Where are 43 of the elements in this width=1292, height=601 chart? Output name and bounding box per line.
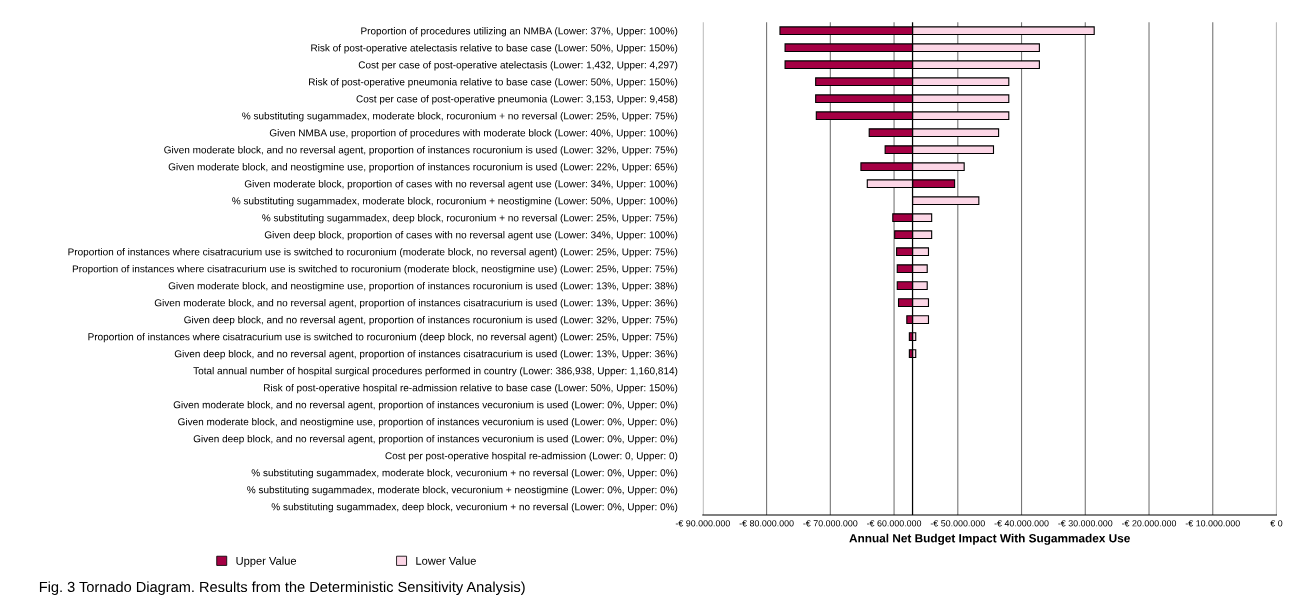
x-tick-label: -€ 90.000.000 bbox=[675, 520, 730, 527]
y-tick-label: Risk of post-operative hospital re-admission relative to base case (Lower: 50%, Upper: 150%) bbox=[264, 383, 678, 394]
y-tick-label: Given moderate block, and no reversal agent, proportion of instances rocuronium is used (Lower: 32%, Upper: 75%) bbox=[164, 146, 678, 156]
x-axis-title: Annual Net Budget Impact With Sugammadex Use bbox=[849, 533, 1130, 545]
y-tick-label: Cost per post-operative hospital re-admission (Lower: 0, Upper: 0) bbox=[385, 451, 678, 462]
y-tick-label: Cost per case of post-operative pneumonia (Lower: 3,153, Upper: 9,458) bbox=[356, 95, 678, 105]
y-tick-label: Given moderate block, and neostigmine use, proportion of instances rocuronium is used (Lower: 22%, Upper: 65%) bbox=[168, 163, 678, 173]
y-tick-label: Given deep block, and no reversal agent, proportion of instances vecuronium is used (Lower: 0%, Upper: 0%) bbox=[193, 434, 678, 445]
y-tick-label: Proportion of procedures utilizing an NMBA (Lower: 37%, Upper: 100%) bbox=[361, 27, 678, 37]
y-tick-label: Proportion of instances where cisatracurium use is switched to rocuronium (moderate block, no reversal agent) (Lower: 25%, Upper: 75%) bbox=[68, 248, 678, 258]
x-tick-label: -€ 70.000.000 bbox=[803, 520, 858, 527]
text: Fig. 3 Tornado Diagram. Results from the Deterministic Sensitivity Analysis) bbox=[39, 581, 525, 595]
y-tick-label: Given moderate block, proportion of cases with no reversal agent use (Lower: 34%, Upper: 100%) bbox=[244, 180, 678, 190]
y-tick-label: % substituting sugammadex, moderate block, vecuronium + no reversal (Lower: 0%, Upper: 0%) bbox=[251, 468, 678, 479]
y-tick-label: % substituting sugammadex, moderate block, rocuronium + neostigmine (Lower: 50%, Upper: 100%) bbox=[232, 197, 678, 207]
y-tick-label: Given deep block, proportion of cases with no reversal agent use (Lower: 34%, Upper: 100%) bbox=[264, 231, 678, 241]
x-tick-label: -€ 20.000.000 bbox=[1121, 520, 1177, 527]
y-tick-label: Given moderate block, and no reversal agent, proportion of instances cisatracurium is used (Lower: 13%, Upper: 36%) bbox=[154, 299, 678, 309]
legend-label: Lower Value bbox=[416, 556, 476, 565]
y-tick-label: Given moderate block, and no reversal agent, proportion of instances vecuronium is used (Lower: 0%, Upper: 0%) bbox=[173, 400, 678, 411]
y-tick-label: Cost per case of post-operative atelectasis (Lower: 1,432, Upper: 4,297) bbox=[358, 61, 678, 71]
x-tick-label: -€ 80.000.000 bbox=[739, 520, 794, 527]
y-tick-label: % substituting sugammadex, deep block, rocuronium + no reversal (Lower: 25%, Upper: 75%) bbox=[262, 214, 678, 224]
y-tick-label: Proportion of instances where cisatracurium use is switched to rocuronium (moderate block, neostigmine use) (Lower: 25%, Upper: 75%) bbox=[72, 265, 678, 275]
x-tick-label: € 0 bbox=[1270, 520, 1283, 527]
x-tick-label: -€ 10.000.000 bbox=[1185, 520, 1240, 527]
y-tick-label: Given moderate block, and neostigmine use, proportion of instances vecuronium is used (Lower: 0%, Upper: 0%) bbox=[178, 417, 678, 428]
y-tick-label: % substituting sugammadex, deep block, vecuronium + no reversal (Lower: 0%, Upper: 0%) bbox=[271, 502, 678, 513]
y-tick-label: % substituting sugammadex, moderate block, rocuronium + no reversal (Lower: 25%, Upper: 75%) bbox=[242, 112, 678, 122]
y-tick-label: Given deep block, and no reversal agent, proportion of instances rocuronium is used (Lower: 32%, Upper: 75%) bbox=[184, 316, 678, 326]
x-tick-label: -€ 40.000.000 bbox=[994, 520, 1049, 527]
y-tick-label: Risk of post-operative pneumonia relative to base case (Lower: 50%, Upper: 150%) bbox=[309, 78, 678, 88]
x-tick-label: -€ 60.000.000 bbox=[867, 520, 922, 527]
y-tick-label: % substituting sugammadex, moderate block, vecuronium + neostigmine (Lower: 0%, Upper: 0%) bbox=[247, 485, 678, 496]
y-tick-label: Given deep block, and no reversal agent, proportion of instances cisatracurium is used (Lower: 13%, Upper: 36%) bbox=[174, 349, 678, 360]
y-tick-label: Given NMBA use, proportion of procedures with moderate block (Lower: 40%, Upper: 100%) bbox=[269, 129, 678, 139]
x-tick-label: -€ 30.000.000 bbox=[1058, 520, 1113, 527]
y-tick-label: Risk of post-operative atelectasis relative to base case (Lower: 50%, Upper: 150%) bbox=[311, 44, 678, 54]
x-tick-label: -€ 50.000.000 bbox=[930, 520, 985, 527]
legend-label: Upper Value bbox=[236, 556, 297, 567]
y-tick-label: Total annual number of hospital surgical procedures performed in country (Lower: 386,938, Upper: 1,160,814) bbox=[193, 366, 678, 377]
y-tick-label: Given moderate block, and neostigmine use, proportion of instances rocuronium is used (Lower: 13%, Upper: 38%) bbox=[168, 282, 678, 292]
y-tick-label: Proportion of instances where cisatracurium use is switched to rocuronium (deep block, no reversal agent) (Lower: 25%, Upper: 75%) bbox=[88, 333, 678, 343]
